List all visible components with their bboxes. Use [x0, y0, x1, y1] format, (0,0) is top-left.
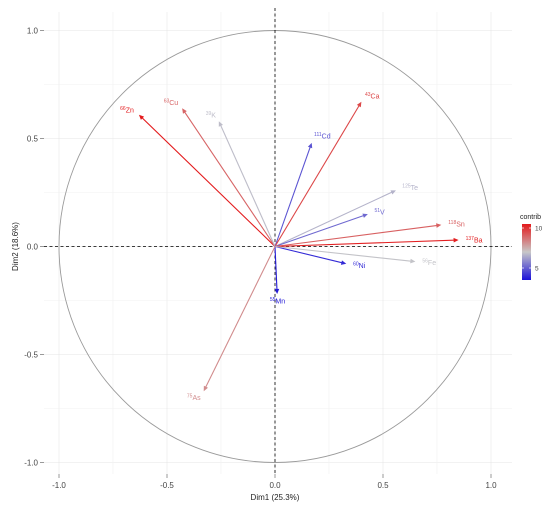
arrow-Sn — [274, 224, 440, 248]
y-tick-label: 1.0 — [27, 27, 39, 36]
y-tick-label: -0.5 — [24, 351, 38, 360]
label-As: 75As — [187, 393, 201, 402]
label-element-V: V — [380, 209, 385, 216]
label-element-Sn: Sn — [456, 221, 465, 228]
arrowhead-Fe — [410, 258, 416, 264]
label-mass-Mn: 55 — [270, 297, 276, 303]
arrow-Mn — [274, 246, 278, 293]
x-tick-label: -0.5 — [160, 481, 174, 490]
label-element-As: As — [192, 395, 201, 402]
label-element-K: K — [211, 112, 216, 119]
arrow-Ca — [274, 103, 361, 247]
legend-tick-label: 10 — [535, 225, 543, 232]
variable-labels: 66Zn63Cu39K111Cd43Ca125Te51V118Sn137Ba60… — [120, 92, 482, 402]
arrow-Ni — [274, 245, 345, 264]
arrowhead-Ba — [453, 237, 459, 243]
arrow-Fe — [274, 245, 414, 262]
label-Ni: 60Ni — [353, 261, 366, 270]
plot-panel — [44, 12, 512, 474]
label-element-Ni: Ni — [359, 263, 366, 270]
label-element-Ca: Ca — [371, 93, 380, 100]
label-Te: 125Te — [402, 183, 418, 192]
arrowhead-Ni — [340, 260, 347, 265]
label-Cd: 111Cd — [314, 132, 331, 141]
arrow-Cu — [182, 109, 276, 247]
label-element-Mn: Mn — [275, 299, 285, 306]
label-Fe: 56Fe — [422, 258, 436, 267]
label-Zn: 66Zn — [120, 106, 134, 115]
label-mass-Zn: 66 — [120, 106, 126, 112]
arrow-Cd — [274, 144, 312, 247]
label-mass-Te: 125 — [402, 183, 411, 189]
x-tick-label: 0.0 — [269, 481, 281, 490]
y-axis-title: Dim2 (18.6%) — [11, 222, 20, 271]
axis-ticks: -1.0 -0.5 0.0 0.5 1.0 -1.0 -0.5 0.0 0.5 1.0 — [24, 27, 497, 491]
arrow-As — [204, 246, 276, 390]
arrowhead-Mn — [274, 288, 280, 295]
arrowhead-As — [203, 385, 208, 392]
legend-title: contrib — [520, 214, 541, 221]
label-mass-Cd: 111 — [314, 132, 322, 138]
label-mass-As: 75 — [187, 393, 193, 399]
x-tick-label: 0.5 — [377, 481, 389, 490]
arrowhead-Ca — [356, 101, 362, 108]
y-tick-label: 0.5 — [27, 135, 39, 144]
label-mass-Fe: 56 — [422, 258, 428, 264]
arrow-Te — [274, 190, 395, 247]
legend-tick-label: 5 — [535, 265, 539, 272]
label-mass-V: 51 — [374, 208, 380, 214]
label-mass-Sn: 118 — [448, 220, 456, 226]
arrow-V — [274, 214, 367, 248]
label-Ca: 43Ca — [365, 92, 380, 101]
label-element-Cu: Cu — [169, 100, 178, 107]
label-mass-Ba: 137 — [466, 236, 475, 242]
label-Ba: 137Ba — [466, 236, 483, 245]
label-element-Te: Te — [411, 185, 419, 192]
y-tick-label: -1.0 — [24, 459, 38, 468]
arrowhead-Sn — [436, 223, 442, 228]
label-Sn: 118Sn — [448, 220, 465, 229]
arrow-K — [219, 122, 276, 247]
label-mass-Cu: 63 — [164, 98, 170, 104]
legend: contrib 5 10 — [520, 214, 543, 280]
legend-colorbar — [522, 224, 531, 280]
label-element-Fe: Fe — [428, 260, 436, 267]
label-K: 39K — [206, 111, 217, 120]
variable-arrows — [138, 101, 459, 392]
label-mass-Ni: 60 — [353, 261, 359, 267]
arrowhead-Zn — [138, 114, 145, 120]
x-tick-label: -1.0 — [52, 481, 66, 490]
arrowhead-Te — [390, 190, 396, 195]
label-mass-K: 39 — [206, 111, 212, 117]
label-element-Cd: Cd — [322, 134, 331, 141]
label-element-Zn: Zn — [126, 107, 134, 114]
arrowhead-K — [218, 121, 223, 127]
arrow-Zn — [139, 115, 276, 247]
arrowhead-Cd — [307, 142, 313, 149]
label-V: 51V — [374, 208, 385, 217]
label-Cu: 63Cu — [164, 98, 179, 107]
label-mass-Ca: 43 — [365, 92, 371, 98]
label-Mn: 55Mn — [270, 297, 285, 306]
label-element-Ba: Ba — [474, 237, 483, 244]
arrowhead-Cu — [182, 108, 187, 114]
legend-ticks: 5 10 — [522, 225, 543, 272]
y-tick-label: 0.0 — [27, 243, 39, 252]
arrowhead-V — [362, 213, 368, 218]
x-axis-title: Dim1 (25.3%) — [251, 493, 300, 502]
arrow-Ba — [274, 239, 457, 248]
x-tick-label: 1.0 — [485, 481, 497, 490]
